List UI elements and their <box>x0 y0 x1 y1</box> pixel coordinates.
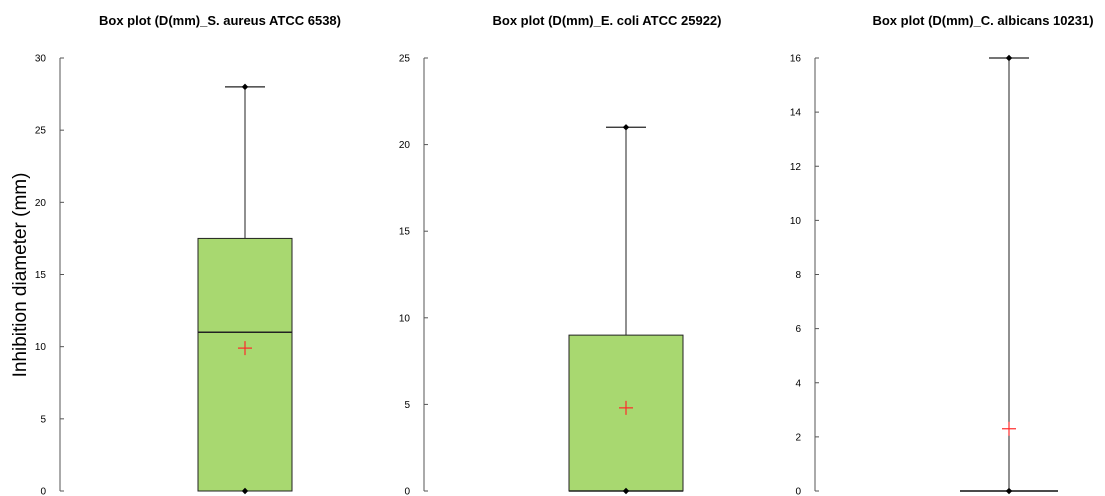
panel-c-albicans: Box plot (D(mm)_C. albicans 10231) 0 2 4 6 8… <box>790 13 1094 496</box>
iqr-box <box>197 237 293 492</box>
y-tick-label: 16 <box>790 54 802 65</box>
chart-title: Box plot (D(mm)_C. albicans 10231) <box>872 13 1093 28</box>
min-point <box>1005 487 1013 495</box>
max-point <box>622 124 630 131</box>
y-axis-label: Inhibition diameter (mm) <box>10 173 31 378</box>
y-tick-label: 25 <box>35 126 47 137</box>
y-tick-label: 0 <box>795 487 801 496</box>
panel-e-coli: Box plot (D(mm)_E. coli ATCC 25922) 0 5 10… <box>399 13 722 496</box>
panel-s-aureus: Box plot (D(mm)_S. aureus ATCC 6538) 0 5 1… <box>35 13 341 496</box>
max-point <box>1005 54 1013 62</box>
y-tick-label: 2 <box>795 432 801 443</box>
y-tick-label: 10 <box>35 342 47 353</box>
y-tick-label: 30 <box>35 54 47 65</box>
y-tick-label: 8 <box>795 270 801 281</box>
chart-title: Box plot (D(mm)_S. aureus ATCC 6538) <box>99 13 341 28</box>
y-tick-label: 10 <box>399 313 411 324</box>
y-tick-label: 5 <box>404 400 410 411</box>
chart-title: Box plot (D(mm)_E. coli ATCC 25922) <box>493 13 722 28</box>
y-tick-label: 12 <box>790 162 802 173</box>
y-tick-label: 15 <box>35 270 47 281</box>
y-tick-label: 20 <box>399 140 411 151</box>
y-tick-label: 10 <box>790 216 802 227</box>
y-tick-label: 20 <box>35 198 47 209</box>
y-tick-label: 15 <box>399 227 411 238</box>
y-tick-label: 5 <box>40 414 46 425</box>
min-point <box>241 487 249 495</box>
min-point <box>622 487 630 495</box>
y-tick-label: 0 <box>404 487 410 496</box>
y-tick-label: 6 <box>795 324 801 335</box>
max-point <box>241 83 249 91</box>
y-tick-label: 4 <box>795 378 801 389</box>
y-tick-label: 0 <box>40 487 46 496</box>
y-tick-label: 25 <box>399 54 411 65</box>
y-tick-label: 14 <box>790 108 802 119</box>
